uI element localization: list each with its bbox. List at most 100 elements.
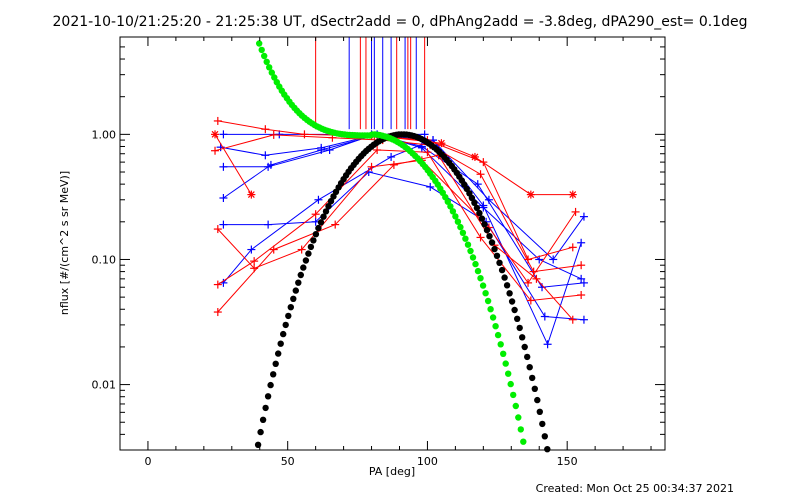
data-point [571,207,580,216]
series-line [217,154,574,321]
series-line [217,149,582,302]
green-fit-dot [492,323,499,330]
black-fit-dot [262,404,269,412]
black-fit-dot [486,233,493,240]
green-fit-dot [482,290,489,297]
data-point [577,274,586,283]
point-d2 [569,191,577,199]
black-fit-dot [297,271,304,279]
chart-title: 2021-10-10/21:25:20 - 21:25:38 UT, dSect… [52,14,748,30]
data-point [213,116,222,125]
black-fit-dot [267,381,274,389]
data-point [420,130,429,139]
data-point [213,225,222,234]
black-fit-dot [264,393,272,400]
data-point [579,278,588,287]
black-fit-dot [310,237,317,244]
vertical-markers [315,37,426,130]
black-fit-dot [327,198,335,205]
data-point [269,245,278,254]
data-point [524,278,533,287]
black-fit-dot [508,298,516,305]
x-tick-label: 50 [281,455,295,468]
black-fit-dot [292,287,299,294]
black-fit-dot [516,324,523,332]
x-tick-label: 0 [144,455,151,468]
black-fit-dot [534,396,541,404]
data-point [579,212,588,221]
black-fit-dot [325,203,332,210]
data-point [526,296,535,305]
y-tick-label: 1.00 [92,128,117,141]
black-fit-dot [322,208,330,215]
green-fit-dot [477,275,484,282]
black-fit-dot [526,364,533,371]
black-fit-dot [476,209,483,217]
data-point [213,308,222,317]
data-series [211,116,588,349]
green-fit-dot [497,341,504,348]
data-point [549,255,558,264]
black-fit-dot [488,239,496,246]
fit-curves [254,40,551,453]
point-d2 [527,191,535,199]
data-point [540,312,549,321]
black-fit-dot [536,408,543,415]
black-fit-dot [312,231,320,238]
series-line [217,159,577,284]
green-fit-dot [484,297,492,305]
data-point [300,130,309,139]
data-point [387,152,396,161]
black-fit-dot [511,306,518,314]
black-fit-dot [307,243,315,251]
black-fit-dot [541,433,548,440]
y-tick-label: 0.01 [92,379,117,392]
black-fit-dot [478,215,486,222]
data-point [219,162,228,171]
axes: 0 50 100 150 0.01 0.10 1.00 [92,36,665,468]
black-fit-dot [287,304,294,311]
green-fit-dot [447,203,454,210]
data-point [250,257,259,266]
green-fit-dot [256,40,263,47]
data-point [577,261,586,270]
black-fit-dot [315,224,322,232]
green-fit-dot [502,360,509,367]
data-point [423,148,432,157]
point-d2 [247,191,255,199]
black-fit-dot [295,279,302,286]
data-point [266,160,275,169]
black-fit-dot [473,204,481,212]
data-point [264,220,273,229]
green-fit-dot [494,331,502,339]
black-fit-dot [270,371,277,378]
green-fit-dot [459,229,467,236]
black-fit-dot [302,257,310,264]
black-fit-dot [277,340,284,347]
data-point [476,233,485,242]
data-point [568,190,577,199]
black-fit-dot [524,353,531,361]
black-fit-dot [259,416,267,423]
green-fit-dot [454,218,462,225]
data-point [476,170,485,179]
created-timestamp: Created: Mon Oct 25 00:34:37 2021 [535,482,734,495]
black-fit-dot [466,190,473,197]
black-fit-dot [300,264,307,271]
data-point [269,130,278,139]
black-fit-dot [501,274,508,281]
data-point [247,190,256,199]
black-fit-dot [531,385,538,392]
green-fit-dot [464,241,472,248]
green-fit-dot [261,52,268,60]
y-axis-label: nflux [#/(cm^2 s sr MeV)] [58,171,71,315]
green-fit-dot [474,267,482,275]
data-point [473,180,482,189]
black-fit-dot [305,250,312,257]
data-point [470,152,479,161]
data-point [479,201,488,210]
green-fit-dot [520,438,527,445]
data-point [543,340,552,349]
black-fit-dot [275,350,282,357]
